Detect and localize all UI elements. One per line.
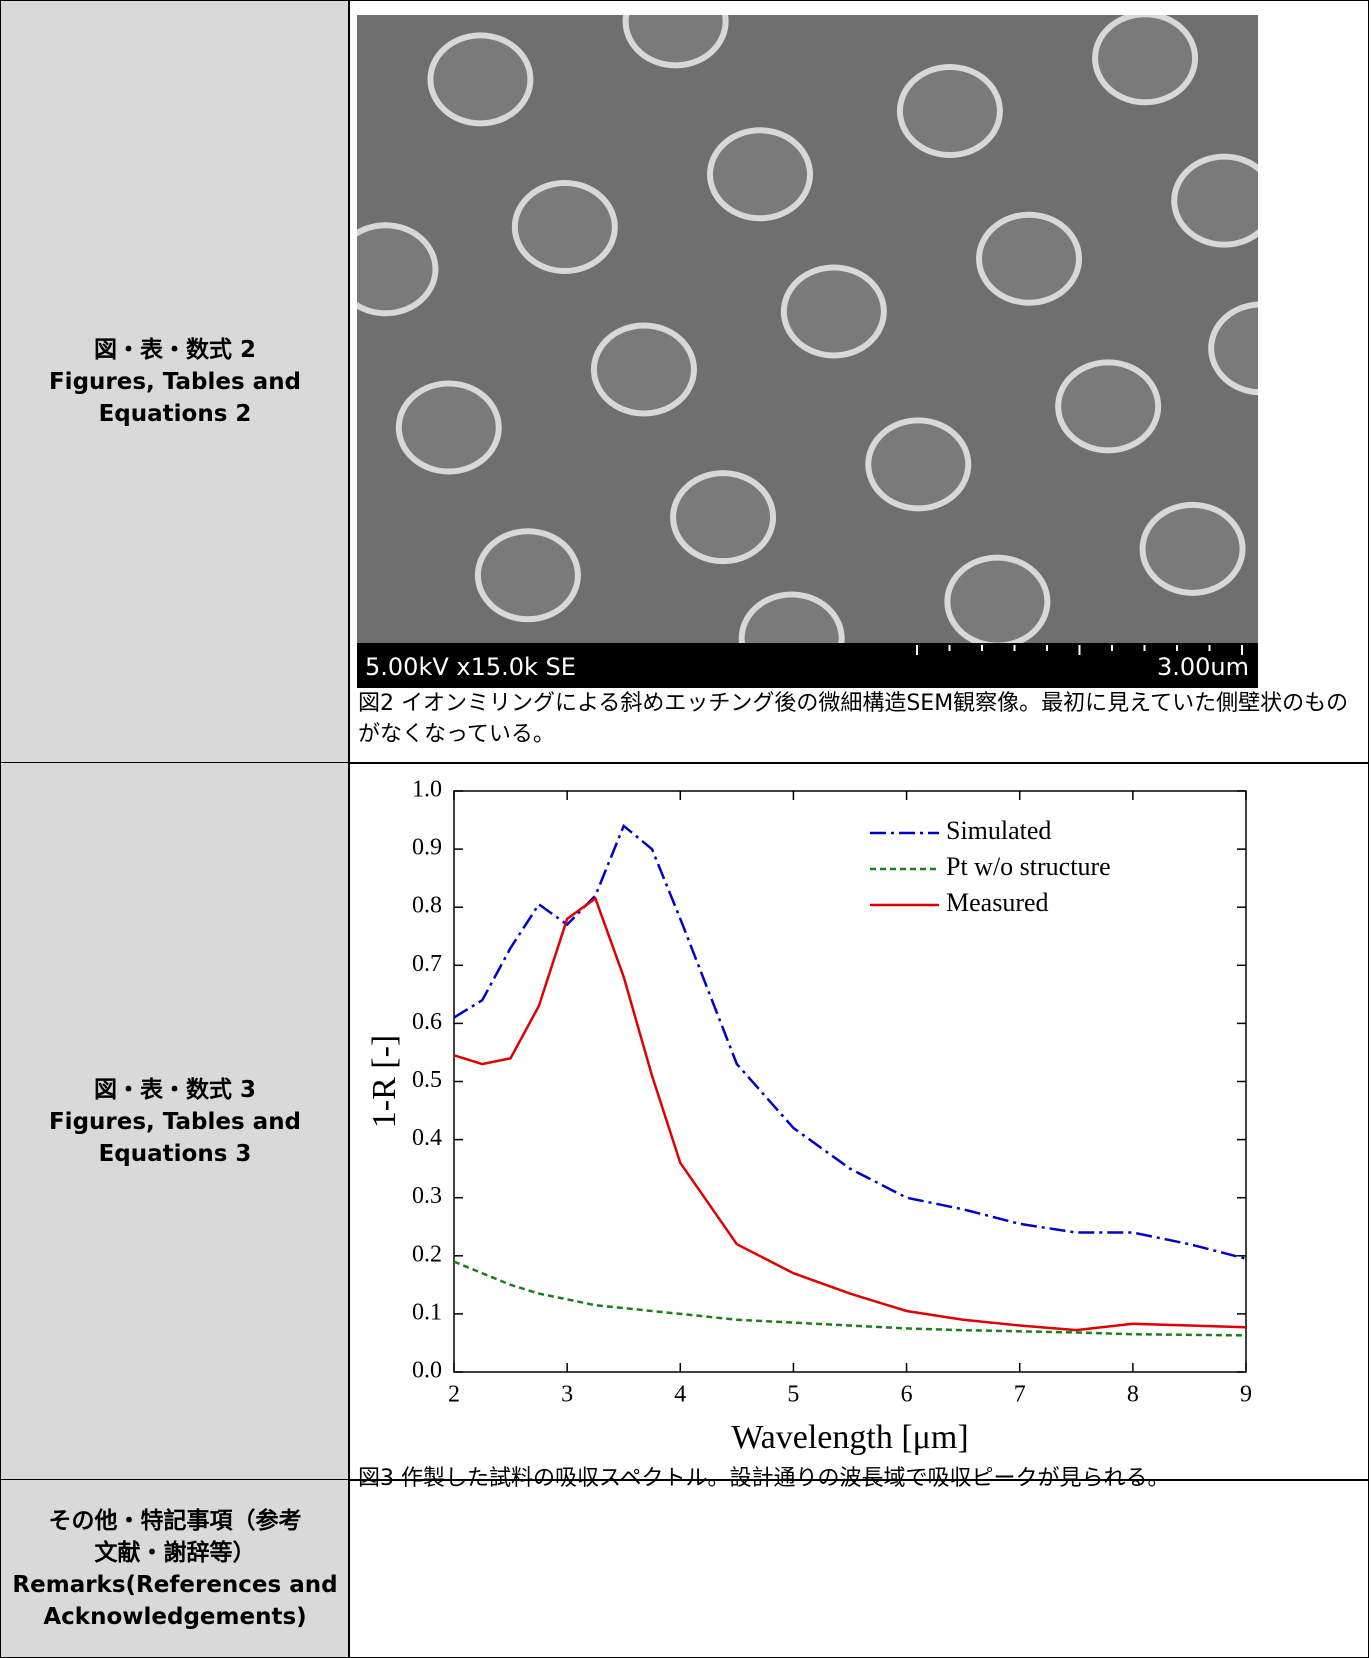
x-tick-label: 3 xyxy=(561,1382,573,1408)
x-tick-label: 2 xyxy=(448,1382,460,1408)
pillar xyxy=(896,64,1003,159)
y-tick-label: 0.4 xyxy=(412,1125,442,1151)
pillar xyxy=(590,322,697,417)
y-tick-label: 1.0 xyxy=(412,777,442,803)
y-tick-label: 0.5 xyxy=(412,1067,442,1093)
y-tick-label: 0.7 xyxy=(412,951,442,977)
label-line: 図・表・数式 2 xyxy=(93,337,256,363)
row-label: 図・表・数式 3 Figures, Tables and Equations 3 xyxy=(0,762,350,1481)
label-line: Equations 3 xyxy=(98,1140,252,1167)
legend-label: Pt w/o structure xyxy=(946,852,1111,881)
label-line: その他・特記事項（参考 xyxy=(48,1507,302,1534)
pillar xyxy=(976,211,1083,306)
pillar xyxy=(474,528,581,623)
pillar xyxy=(670,470,777,565)
row-content xyxy=(348,762,1369,1481)
label-line: 文献・謝辞等） xyxy=(94,1539,256,1566)
y-tick-label: 0.8 xyxy=(412,893,442,919)
pillar xyxy=(357,222,439,317)
pillar xyxy=(427,32,534,127)
row-label: その他・特記事項（参考 文献・謝辞等） Remarks(References a… xyxy=(0,1479,350,1658)
label-line: Figures, Tables and xyxy=(48,1108,302,1135)
pillar xyxy=(622,15,729,69)
x-tick-label: 7 xyxy=(1014,1382,1026,1408)
image-label: 3.00um xyxy=(1157,653,1249,681)
x-axis-title: Wavelength [μm] xyxy=(731,1419,968,1456)
sem-image: 5.00kV x15.0k SE 3.00um xyxy=(357,15,1258,688)
row-label: 図・表・数式 2 Figures, Tables and Equations 2 xyxy=(0,0,350,764)
y-tick-label: 0.9 xyxy=(412,835,442,861)
x-tick-label: 5 xyxy=(787,1382,799,1408)
legend-label: Simulated xyxy=(946,816,1051,845)
series-line xyxy=(453,823,1247,1260)
pillar xyxy=(944,554,1051,649)
series-line xyxy=(453,896,1247,1332)
legend-label: Measured xyxy=(946,888,1049,917)
label-line: Equations 2 xyxy=(98,401,252,427)
x-tick-label: 4 xyxy=(674,1382,686,1408)
chart: 0.0 0.1 0.2 0.3 0.4 0.5 0.6 0.7 0.8 0.9 1.0 2 3 4 5 6 7 8… xyxy=(366,777,1252,1456)
pillar xyxy=(1055,359,1162,454)
pillar xyxy=(1171,153,1258,248)
pillar xyxy=(707,127,814,222)
pillar xyxy=(395,380,502,475)
x-tick-label: 6 xyxy=(901,1382,913,1408)
label-line: Acknowledgements) xyxy=(43,1603,307,1630)
y-tick-label: 0.0 xyxy=(412,1358,442,1384)
y-tick-label: 0.1 xyxy=(412,1299,442,1325)
label-line: Figures, Tables and xyxy=(48,369,302,395)
row-content xyxy=(348,1479,1369,1658)
y-axis-title: 1-R [-] xyxy=(366,1035,403,1128)
pillar xyxy=(1092,15,1199,106)
y-tick-label: 0.3 xyxy=(412,1183,442,1209)
plot-frame xyxy=(453,790,1247,1373)
label-line: Remarks(References and xyxy=(12,1571,338,1598)
x-tick-label: 8 xyxy=(1127,1382,1139,1408)
x-tick-label: 9 xyxy=(1240,1382,1252,1408)
pillar xyxy=(511,180,618,275)
pillar xyxy=(865,417,972,512)
label-line: 図・表・数式 3 xyxy=(93,1076,256,1103)
pillar xyxy=(1139,501,1246,596)
pillar xyxy=(780,264,887,359)
image-label: 5.00kV x15.0k SE xyxy=(365,653,576,681)
y-tick-label: 0.2 xyxy=(412,1241,442,1267)
row-content xyxy=(348,0,1369,764)
y-tick-label: 0.6 xyxy=(412,1009,442,1035)
pillar xyxy=(1208,301,1258,396)
series-line xyxy=(453,1260,1247,1337)
caption: 図2 イオンミリングによる斜めエッチング後の微細構造SEM観察像。最初に見えてい… xyxy=(358,691,1349,747)
caption: 図3 作製した試料の吸収スペクトル。設計通りの波長域で吸収ピークが見られる。 xyxy=(358,1466,1170,1491)
